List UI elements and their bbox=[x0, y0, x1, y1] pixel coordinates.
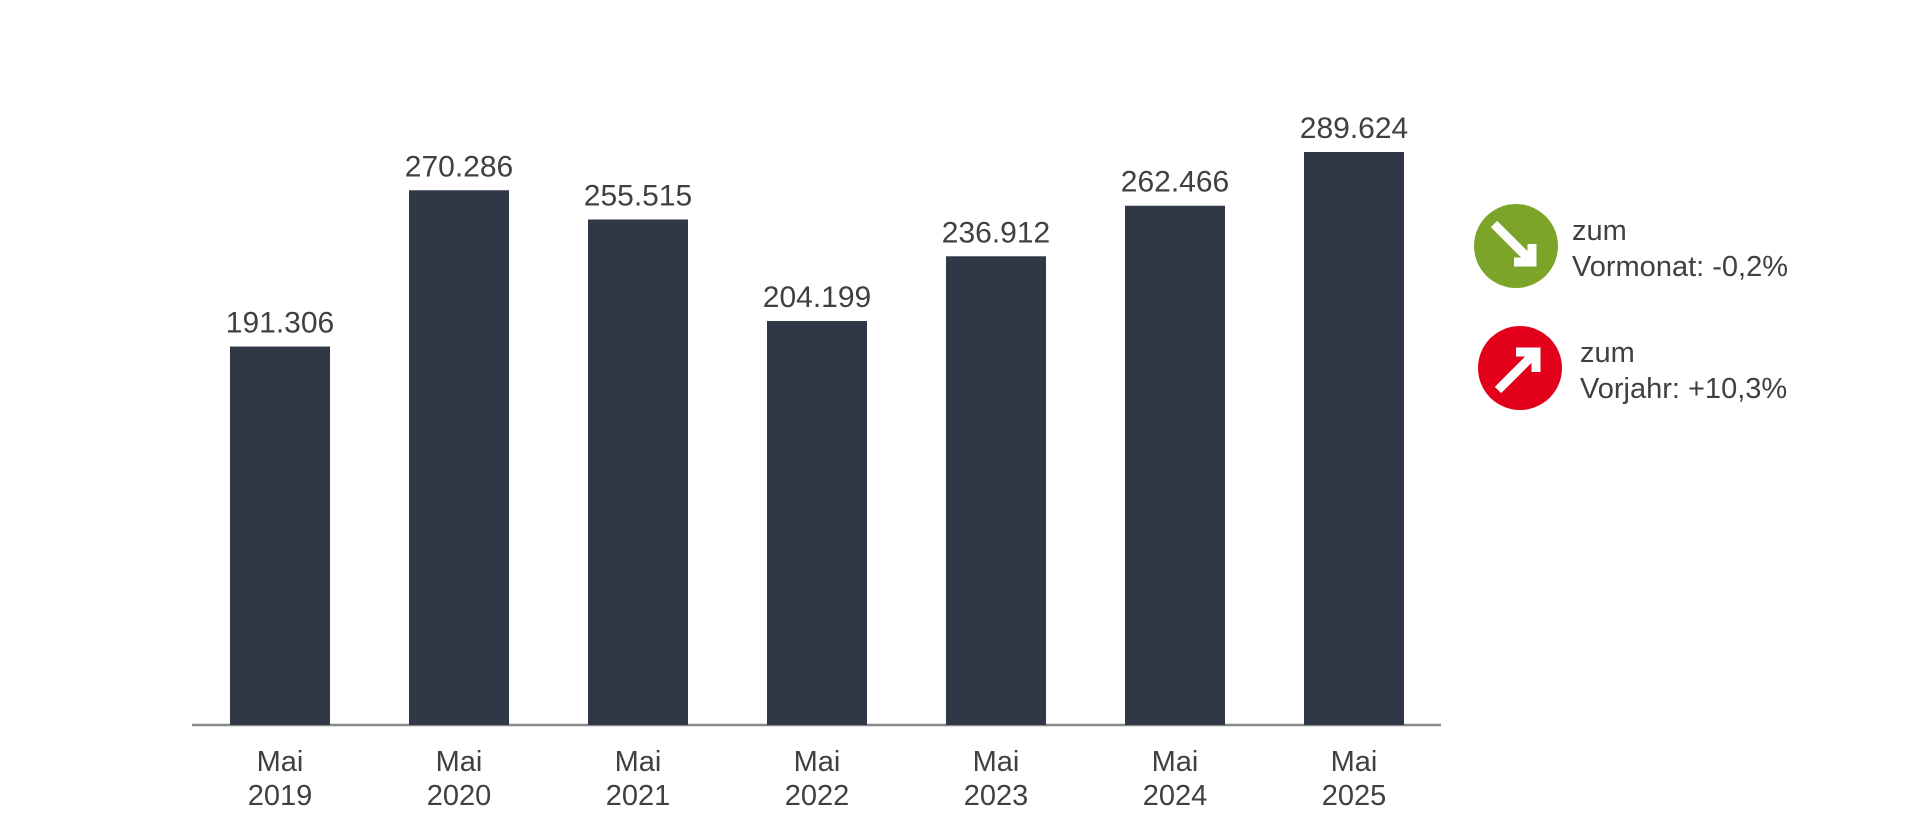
value-label: 191.306 bbox=[226, 307, 334, 340]
legend-change-year: zum Vorjahr: +10,3% bbox=[1478, 326, 1787, 410]
value-label: 262.466 bbox=[1121, 166, 1229, 199]
annotation-line: zum bbox=[1572, 215, 1627, 247]
bar bbox=[1304, 152, 1404, 725]
bar bbox=[588, 219, 688, 725]
x-tick-label: Mai 2024 bbox=[1142, 746, 1208, 812]
value-label: 270.286 bbox=[405, 150, 513, 183]
x-tick-label: Mai 2019 bbox=[247, 746, 313, 812]
value-label: 255.515 bbox=[584, 179, 692, 212]
down-arrow bbox=[1490, 220, 1537, 267]
x-tick-label: Mai 2021 bbox=[605, 746, 671, 812]
x-tick-label: Mai 2025 bbox=[1321, 746, 1387, 812]
x-tick-label: Mai 2022 bbox=[784, 746, 850, 812]
value-label: 204.199 bbox=[763, 281, 871, 314]
bar bbox=[946, 256, 1046, 725]
legend-change-month: zum Vormonat: -0,2% bbox=[1474, 204, 1788, 288]
annotation-line: zum bbox=[1580, 337, 1635, 369]
value-label: 236.912 bbox=[942, 216, 1050, 249]
annotation-line: Vorjahr: +10,3% bbox=[1580, 373, 1787, 405]
bar bbox=[230, 346, 330, 725]
value-label: 289.624 bbox=[1300, 112, 1408, 145]
bar bbox=[409, 190, 509, 726]
x-tick-label: Mai 2023 bbox=[963, 746, 1029, 812]
up-arrow bbox=[1494, 347, 1541, 394]
annotation-line: Vormonat: -0,2% bbox=[1572, 251, 1788, 283]
bar bbox=[767, 321, 867, 725]
bar bbox=[1125, 205, 1225, 726]
x-tick-label: Mai 2020 bbox=[426, 746, 492, 812]
